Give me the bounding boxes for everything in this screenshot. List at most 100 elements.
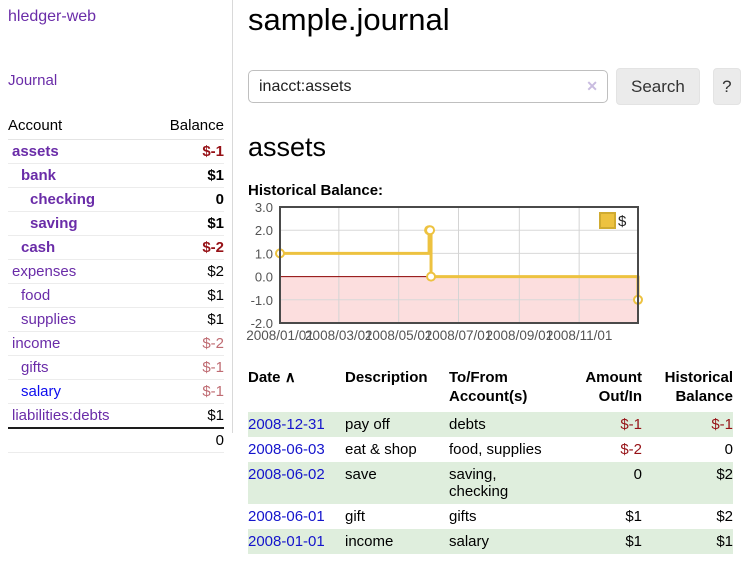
column-header-date[interactable]: Date ∧ (248, 364, 345, 412)
transaction-row: 2008-06-03 eat & shop food, supplies $-2 0 (248, 437, 733, 462)
account-name-cell: supplies (8, 307, 149, 332)
account-name-cell: bank (8, 163, 149, 188)
chart-wrap: $3.0 2.0 1.0 0.0 -1.0 -2.0 2008/01/01 2008/03/0… (243, 203, 741, 351)
account-name-cell: checking (8, 187, 149, 212)
account-name-cell: liabilities:debts (8, 403, 149, 429)
sort-ascending-icon: ∧ (284, 369, 296, 386)
data-point-marker (425, 225, 436, 236)
txn-date-cell: 2008-06-03 (248, 437, 345, 462)
transaction-date-link[interactable]: 2008-01-01 (248, 533, 325, 550)
account-balance: $1 (148, 211, 224, 236)
search-input[interactable] (248, 70, 608, 103)
txn-amt-cell: $-2 (620, 441, 642, 458)
txn-bal-cell: 0 (724, 441, 733, 458)
account-row: food $1 (8, 283, 224, 308)
account-name-cell: expenses (8, 259, 149, 284)
txn-tofrom-cell: debts (449, 412, 570, 437)
data-point-marker (426, 271, 437, 282)
account-balance: $-2 (148, 235, 224, 260)
x-tick-label: 2008/01/01 (246, 328, 314, 343)
transaction-date-link[interactable]: 2008-06-02 (248, 466, 325, 483)
accounts-table: Account Balance assets $-1 bank $1 checking 0… (8, 114, 224, 453)
y-tick-label: -1.0 (251, 293, 273, 308)
account-name-cell: income (8, 331, 149, 356)
accounts-total-row: 0 (8, 427, 224, 453)
account-name-cell: saving (8, 211, 149, 236)
account-balance: $-1 (148, 355, 224, 380)
account-link[interactable]: salary (21, 383, 62, 400)
accounts-total-spacer (8, 427, 149, 453)
account-link[interactable]: bank (21, 167, 57, 184)
column-header-balance[interactable]: Historical Balance (664, 369, 733, 405)
date-header-label: Date (248, 369, 281, 386)
account-link[interactable]: food (21, 287, 51, 304)
txn-tofrom-cell: gifts (449, 508, 477, 525)
txn-tofrom-cell: food, supplies (449, 441, 542, 458)
help-button[interactable]: ? (712, 68, 741, 105)
accounts-total-value: 0 (148, 427, 224, 453)
txn-bal-cell: $1 (642, 529, 733, 554)
x-tick-label: 2008/11/01 (546, 328, 613, 343)
account-balance: $1 (148, 307, 224, 332)
y-tick-label: 1.0 (255, 246, 273, 261)
txn-amt-cell: 0 (570, 462, 642, 504)
txn-date-cell: 2008-06-01 (248, 504, 345, 529)
account-row: bank $1 (8, 163, 224, 188)
x-tick-label: 2008/05/01 (365, 328, 433, 343)
x-tick-label: 2008/09/01 (486, 328, 554, 343)
account-name-cell: gifts (8, 355, 149, 380)
account-row: expenses $2 (8, 259, 224, 284)
account-name-cell: assets (8, 139, 149, 164)
column-header-description[interactable]: Description (345, 369, 428, 386)
txn-desc-cell: income (345, 529, 449, 554)
txn-amt-cell: $1 (625, 508, 642, 525)
account-link[interactable]: checking (30, 191, 96, 208)
column-header-tofrom[interactable]: To/From Account(s) (449, 369, 528, 405)
txn-bal-cell: $-1 (642, 412, 733, 437)
accounts-header-account: Account (8, 114, 149, 140)
column-header-amount[interactable]: Amount Out/In (585, 369, 642, 405)
account-balance: $-1 (148, 379, 224, 404)
clear-search-icon[interactable]: ✕ (586, 78, 598, 94)
transaction-row: 2008-01-01 income salary $1 $1 (248, 529, 733, 554)
account-row: supplies $1 (8, 307, 224, 332)
account-link[interactable]: gifts (21, 359, 49, 376)
account-link[interactable]: cash (21, 239, 56, 256)
account-balance: $-2 (148, 331, 224, 356)
account-name-cell: cash (8, 235, 149, 260)
account-link[interactable]: expenses (12, 263, 77, 280)
accounts-header-balance: Balance (148, 114, 224, 140)
account-balance: $1 (148, 403, 224, 429)
account-balance: $1 (148, 283, 224, 308)
transaction-date-link[interactable]: 2008-06-01 (248, 508, 325, 525)
account-link[interactable]: liabilities:debts (12, 407, 110, 424)
account-link[interactable]: income (12, 335, 61, 352)
legend-swatch (599, 212, 616, 229)
account-name-cell: salary (8, 379, 149, 404)
account-row: assets $-1 (8, 139, 224, 164)
txn-amt-cell: $-1 (570, 412, 642, 437)
account-row: checking 0 (8, 187, 224, 212)
historical-balance-chart: $3.0 2.0 1.0 0.0 -1.0 -2.02008/01/012008/03/0… (246, 203, 643, 343)
account-name-cell: food (8, 283, 149, 308)
txn-tofrom-cell: salary (449, 529, 570, 554)
account-link[interactable]: saving (30, 215, 78, 232)
sidebar-item-journal[interactable]: Journal (8, 72, 58, 89)
account-balance: $2 (148, 259, 224, 284)
account-row: gifts $-1 (8, 355, 224, 380)
y-tick-label: 3.0 (255, 203, 273, 215)
txn-desc-cell: save (345, 462, 449, 504)
txn-date-cell: 2008-01-01 (248, 529, 345, 554)
x-tick-label: 2008/03/01 (305, 328, 373, 343)
account-link[interactable]: assets (12, 143, 59, 160)
chart-label: Historical Balance: (248, 182, 384, 199)
y-tick-label: 2.0 (255, 223, 273, 238)
account-balance: $1 (148, 163, 224, 188)
transaction-date-link[interactable]: 2008-12-31 (248, 416, 325, 433)
account-link[interactable]: supplies (21, 311, 77, 328)
account-row: salary $-1 (8, 379, 224, 404)
transaction-date-link[interactable]: 2008-06-03 (248, 441, 325, 458)
search-button[interactable]: Search (616, 68, 700, 105)
app-title-link[interactable]: hledger-web (8, 8, 97, 25)
txn-desc-cell: eat & shop (345, 441, 417, 458)
